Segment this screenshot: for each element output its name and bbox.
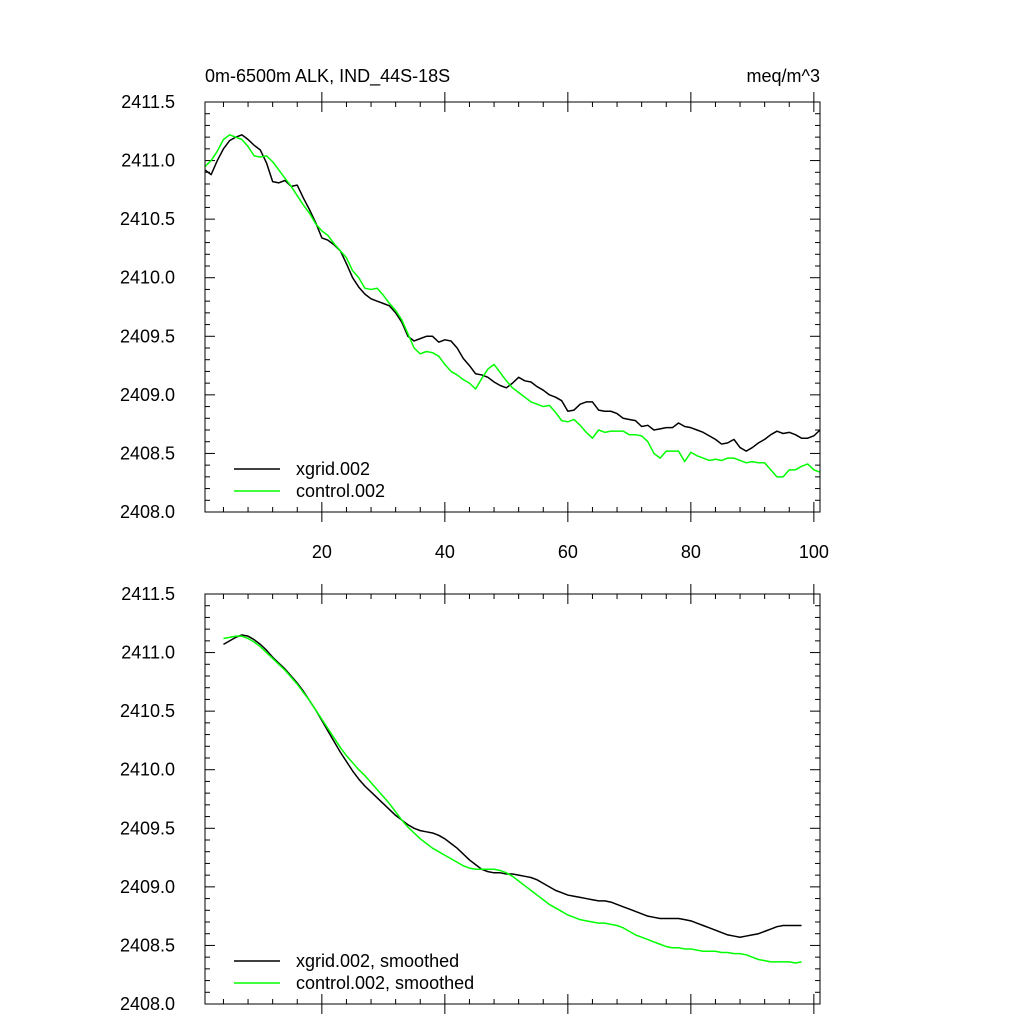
x-tick-label: 20	[312, 542, 332, 562]
y-tick-label: 2409.0	[120, 877, 175, 897]
series-line-1	[223, 635, 802, 964]
y-tick-label: 2411.0	[121, 151, 175, 171]
plot-frame	[204, 101, 821, 513]
y-tick-label: 2408.0	[120, 994, 175, 1014]
chart-title: 0m-6500m ALK, IND_44S-18S	[205, 66, 450, 87]
legend-label-1: control.002	[296, 481, 385, 501]
y-tick-label: 2410.0	[120, 268, 175, 288]
legend-label-0: xgrid.002, smoothed	[296, 951, 459, 971]
series-line-0	[223, 634, 802, 938]
y-tick-label: 2408.0	[120, 502, 175, 522]
plot-frame	[204, 593, 821, 1005]
y-tick-label: 2409.5	[120, 818, 175, 838]
series-line-0	[204, 134, 821, 452]
chart-units: meq/m^3	[747, 66, 820, 86]
x-tick-label: 80	[681, 542, 701, 562]
top-panel: 0m-6500m ALK, IND_44S-18S meq/m^3 2408.0…	[120, 66, 829, 562]
x-tick-label: 100	[799, 542, 829, 562]
x-tick-label: 60	[558, 542, 578, 562]
y-tick-label: 2411.5	[121, 92, 175, 112]
y-tick-label: 2409.0	[120, 385, 175, 405]
y-tick-label: 2408.5	[120, 443, 175, 463]
series-line-1	[204, 134, 821, 478]
legend-label-0: xgrid.002	[296, 459, 370, 479]
y-tick-label: 2410.5	[120, 209, 175, 229]
y-tick-label: 2411.5	[121, 584, 175, 604]
x-tick-label: 40	[435, 542, 455, 562]
y-tick-label: 2409.5	[120, 326, 175, 346]
legend-label-1: control.002, smoothed	[296, 973, 474, 993]
y-tick-label: 2411.0	[121, 643, 175, 663]
bottom-panel: 2408.0 2408.5 2409.0 2409.5 2410.0 2410.5 2411…	[120, 584, 821, 1014]
y-tick-label: 2408.5	[120, 935, 175, 955]
y-tick-label: 2410.0	[120, 760, 175, 780]
y-tick-label: 2410.5	[120, 701, 175, 721]
